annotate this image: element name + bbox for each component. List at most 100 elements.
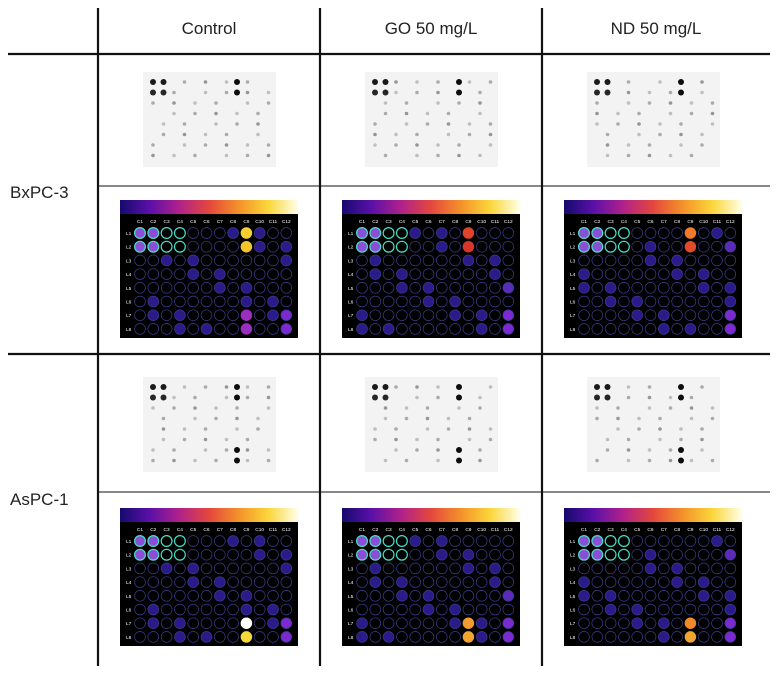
array-spot — [253, 295, 266, 308]
array-spot — [240, 535, 253, 547]
blot-spot — [383, 406, 388, 410]
blot-spot — [678, 89, 684, 96]
array-spot — [200, 323, 213, 335]
array-spot — [449, 590, 461, 602]
blot-spot — [182, 132, 187, 137]
grid-row-label: L4 — [570, 580, 576, 586]
blot-spot — [373, 143, 377, 147]
blot-spot — [193, 101, 197, 105]
array-spot — [369, 562, 382, 575]
grid-row-label: L8 — [570, 635, 576, 641]
array-spot — [409, 617, 421, 629]
array-spot — [396, 617, 408, 629]
array-spot — [475, 590, 488, 602]
array-spot — [724, 323, 737, 335]
blot-spot — [394, 80, 398, 84]
grid-row-label: L5 — [570, 594, 576, 600]
array-spot — [671, 240, 683, 253]
array-spot — [253, 240, 266, 253]
blot-spot — [214, 101, 218, 105]
array-spot — [697, 254, 710, 267]
grid-col-label: C5 — [412, 219, 418, 225]
blot-spot — [245, 448, 250, 452]
grid-row-label: L8 — [570, 327, 576, 333]
blot-spot — [266, 406, 271, 410]
blot-spot — [235, 416, 239, 421]
array-spot — [724, 631, 737, 643]
array-spot — [644, 548, 657, 561]
array-spot — [436, 323, 448, 335]
array-spot — [409, 268, 421, 280]
array-spot — [658, 548, 670, 561]
array-spot — [280, 535, 293, 547]
array-spot — [489, 562, 501, 575]
grid-col-label: C5 — [412, 527, 418, 533]
blot-spot — [668, 153, 673, 158]
array-spot — [214, 295, 226, 308]
array-spot — [267, 631, 279, 643]
grid-col-label: C7 — [439, 219, 445, 225]
array-spot — [160, 562, 173, 575]
blot-spot — [595, 458, 599, 463]
array-spot — [227, 295, 239, 308]
array-spot — [200, 227, 213, 239]
array-spot — [449, 576, 461, 588]
array-spot — [644, 309, 657, 321]
blot-image — [365, 377, 498, 472]
array-spot — [253, 576, 266, 588]
blot-spot — [436, 101, 440, 105]
array-spot — [396, 562, 408, 575]
array-spot — [227, 562, 239, 575]
array-spot — [617, 227, 630, 240]
array-spot — [724, 295, 737, 308]
grid-row-label: L6 — [570, 300, 576, 306]
array-spot — [724, 268, 737, 280]
grid-row-label: L6 — [126, 300, 132, 306]
array-spot — [711, 282, 723, 294]
array-spot — [396, 309, 408, 321]
array-spot — [449, 309, 461, 321]
grid-row-label: L3 — [126, 258, 132, 264]
array-spot — [240, 576, 253, 588]
blot-spot — [404, 122, 409, 126]
array-spot — [280, 268, 293, 280]
array-spot — [200, 535, 213, 547]
grid-col-label: C9 — [243, 219, 249, 225]
blot-spot — [415, 80, 419, 84]
array-spot — [591, 576, 604, 588]
array-spot — [489, 576, 501, 588]
blot-spot — [710, 122, 715, 126]
blot-spot — [446, 427, 451, 431]
array-spot — [618, 576, 630, 588]
array-spot — [253, 548, 266, 561]
array-spot — [618, 617, 630, 629]
blot-spot — [382, 394, 389, 401]
array-spot — [253, 282, 266, 294]
blot-spot — [658, 416, 662, 421]
blot-spot — [488, 122, 493, 126]
grid-row-label: L2 — [126, 245, 132, 251]
array-spot — [604, 603, 617, 616]
grid-col-label: C6 — [425, 219, 431, 225]
row-header-bxpc3: BxPC-3 — [10, 183, 69, 202]
array-spot — [134, 227, 147, 240]
blot-spot — [172, 101, 176, 105]
array-spot — [711, 323, 723, 335]
array-spot — [502, 309, 515, 321]
grid-col-label: C12 — [726, 219, 735, 225]
grid-row-label: L6 — [348, 608, 354, 614]
array-spot — [631, 309, 643, 321]
array-spot — [395, 548, 408, 561]
array-spot — [724, 282, 737, 294]
array-spot — [187, 309, 199, 321]
array-spot — [631, 562, 643, 575]
blot-spot — [373, 122, 377, 126]
array-spot — [502, 548, 515, 561]
array-spot — [724, 590, 737, 602]
array-spot — [711, 548, 723, 561]
grid-row-label: L8 — [126, 327, 132, 333]
blot-spot — [647, 143, 652, 147]
array-spot — [409, 590, 421, 602]
array-spot — [436, 268, 448, 280]
blot-spot — [245, 153, 250, 158]
